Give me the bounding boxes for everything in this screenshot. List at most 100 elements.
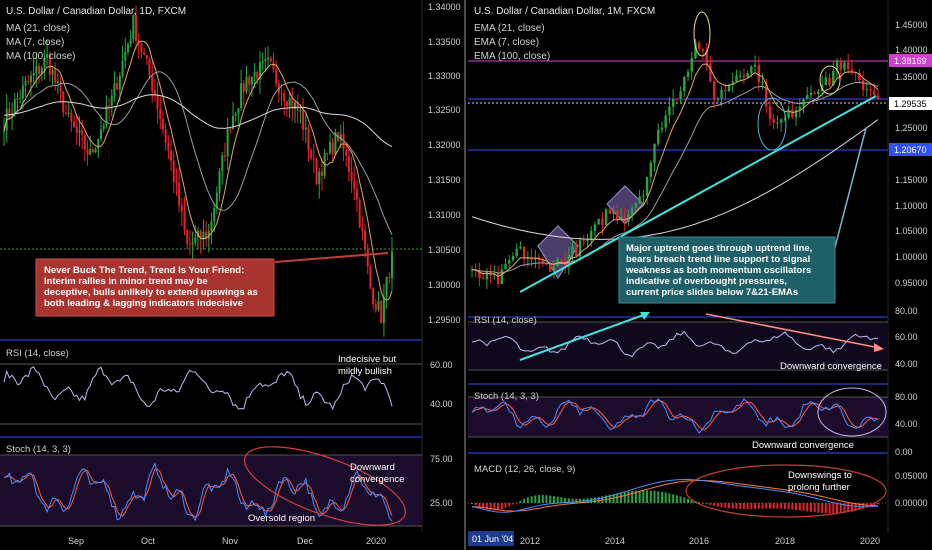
candle-body <box>541 260 544 264</box>
left-price-tick: 1.32000 <box>428 140 461 150</box>
candle-body <box>377 300 380 310</box>
right-callout-text: Major uptrend goes through uptrend line,… <box>625 243 815 298</box>
candle-body <box>817 91 820 95</box>
left-stoch-tick: 25.00 <box>430 498 453 508</box>
macd-histogram-bar <box>646 490 649 503</box>
candle-body <box>724 89 727 92</box>
candle-body <box>310 150 313 159</box>
candle-body <box>110 95 113 106</box>
candle-body <box>100 129 102 139</box>
badge-magenta: 1.38169 <box>894 56 927 66</box>
candle-body <box>835 60 839 71</box>
macd-histogram-bar <box>538 495 541 503</box>
candle-body <box>649 162 652 177</box>
candle-body <box>315 158 318 185</box>
candle-body <box>854 72 857 74</box>
candle-body <box>511 256 515 261</box>
macd-histogram-bar <box>672 494 675 503</box>
date-badge: 01 Jun '04 <box>472 534 513 544</box>
macd-histogram-bar <box>634 490 637 503</box>
ma21-line <box>3 71 393 235</box>
macd-histogram-bar <box>478 503 481 507</box>
macd-histogram-bar <box>765 503 768 509</box>
left-rsi-label: RSI (14, close) <box>6 348 69 359</box>
candle-body <box>11 113 14 117</box>
macd-histogram-bar <box>664 492 667 503</box>
candle-body <box>701 48 705 51</box>
candle-body <box>768 106 772 119</box>
callout-pointer-right <box>832 127 867 256</box>
candle-body <box>86 149 89 155</box>
candle-body <box>369 266 372 289</box>
candle-body <box>671 98 675 107</box>
macd-histogram-bar <box>873 503 876 506</box>
candle-body <box>183 211 186 230</box>
macd-histogram-bar <box>474 503 477 506</box>
macd-histogram-bar <box>705 503 708 505</box>
left-stoch-tick: 75.00 <box>430 454 453 464</box>
candle-body <box>355 189 358 200</box>
candle-body <box>19 98 22 100</box>
right-rsi-line <box>471 330 879 358</box>
candle-body <box>221 155 224 171</box>
macd-histogram-bar <box>660 491 663 503</box>
candle-body <box>218 170 221 193</box>
macd-histogram-bar <box>523 498 526 503</box>
candle-body <box>660 127 664 130</box>
candle-body <box>275 69 278 84</box>
macd-histogram-bar <box>564 497 567 503</box>
candle-body <box>593 224 597 231</box>
macd-histogram-bar <box>541 495 544 503</box>
right-legend-ema100: EMA (100, close) <box>474 51 550 62</box>
candle-body <box>46 54 49 58</box>
left-stoch-k-line <box>3 462 393 522</box>
date-badge-bg <box>468 531 514 546</box>
left-stoch-d-line <box>3 468 393 518</box>
candle-body <box>29 75 32 82</box>
candle-body <box>738 75 742 77</box>
macd-histogram-bar <box>560 497 563 503</box>
left-x-tick: Sep <box>68 536 84 546</box>
candle-body <box>750 66 753 74</box>
candle-body <box>299 110 302 112</box>
candle-body <box>500 269 503 284</box>
candle-body <box>589 230 593 240</box>
left-rsi-pane: RSI (14, close) 60.00 40.00 Indecisive b… <box>0 348 453 425</box>
macd-histogram-bar <box>519 500 522 503</box>
candle-body <box>229 128 232 130</box>
macd-histogram-bar <box>511 503 514 505</box>
candle-body <box>716 98 720 100</box>
candle-body <box>391 251 393 279</box>
candle-body <box>709 64 712 82</box>
candle-body <box>38 66 41 74</box>
macd-histogram-bar <box>627 491 630 503</box>
candle-body <box>226 128 229 157</box>
candle-body <box>485 271 489 280</box>
left-rsi-tick: 40.00 <box>430 399 453 409</box>
candle-body <box>675 98 679 100</box>
right-macd-tick: 0.00000 <box>895 498 928 508</box>
candle-body <box>59 81 62 92</box>
macd-histogram-bar <box>746 503 749 509</box>
candle-body <box>43 57 46 68</box>
candle-body <box>210 221 213 231</box>
candle-body <box>264 59 267 62</box>
candle-body <box>67 112 70 114</box>
candle-body <box>358 199 361 228</box>
uptrend-line <box>519 95 877 293</box>
macd-histogram-bar <box>854 503 857 511</box>
left-x-tick: Oct <box>141 536 156 546</box>
macd-histogram-bar <box>739 503 742 509</box>
candle-body <box>258 62 261 80</box>
macd-histogram-bar <box>720 503 723 508</box>
candle-body <box>237 108 240 114</box>
macd-histogram-bar <box>515 502 518 504</box>
candle-body <box>75 126 78 133</box>
candle-body <box>102 124 105 130</box>
candle-body <box>83 134 86 150</box>
candle-body <box>683 76 686 92</box>
candle-body <box>601 218 604 225</box>
macd-histogram-bar <box>750 503 753 509</box>
macd-histogram-bar <box>850 503 853 512</box>
candle-body <box>366 249 369 267</box>
